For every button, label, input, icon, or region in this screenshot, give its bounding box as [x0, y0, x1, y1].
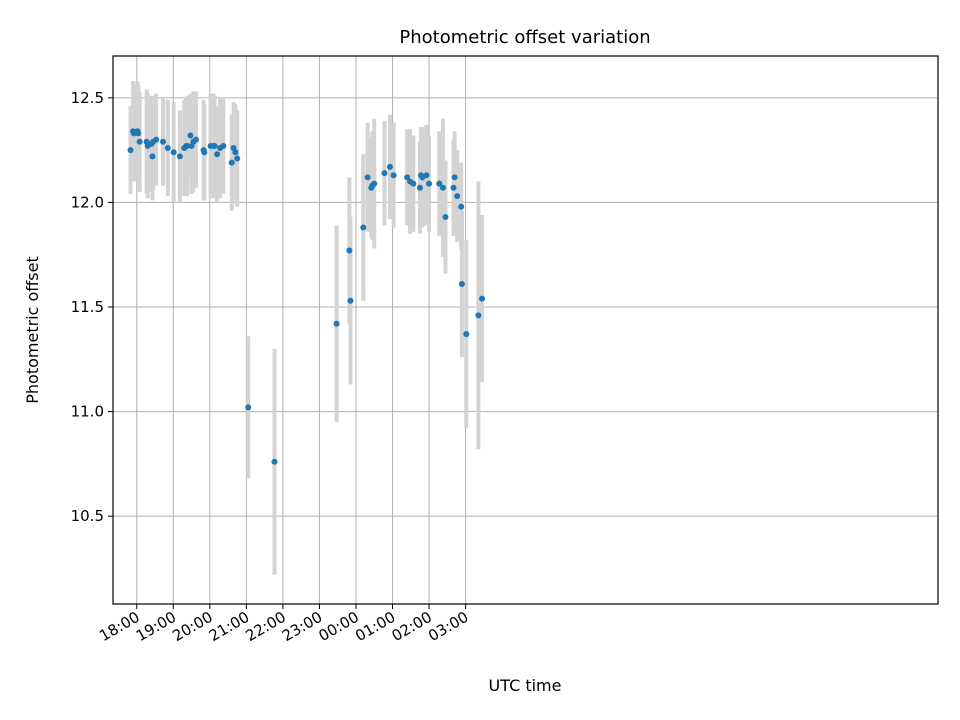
data-point — [454, 193, 461, 200]
x-axis-title: UTC time — [489, 676, 562, 695]
data-point — [201, 149, 208, 156]
data-point — [214, 151, 221, 158]
data-point — [211, 142, 218, 149]
data-point — [187, 132, 194, 139]
data-point — [442, 214, 449, 221]
y-tick-label: 10.5 — [71, 507, 104, 525]
data-point — [232, 149, 239, 156]
data-points — [127, 128, 486, 465]
data-point — [416, 184, 423, 191]
data-point — [346, 247, 353, 254]
data-point — [271, 458, 278, 465]
data-point — [160, 138, 167, 145]
data-point — [404, 174, 411, 181]
chart-title: Photometric offset variation — [399, 27, 650, 48]
y-axis-title: Photometric offset — [23, 256, 42, 404]
data-point — [423, 172, 430, 179]
data-point — [164, 145, 171, 152]
data-point — [475, 312, 482, 319]
data-point — [192, 136, 199, 143]
data-point — [220, 142, 227, 149]
y-tick-label: 11.0 — [71, 403, 104, 421]
data-point — [463, 331, 470, 338]
data-point — [410, 180, 417, 187]
data-point — [153, 136, 160, 143]
y-tick-label: 12.0 — [71, 193, 104, 211]
data-point — [333, 320, 340, 327]
data-point — [371, 180, 378, 187]
data-point — [245, 404, 252, 411]
data-point — [436, 180, 443, 187]
y-tick-label: 11.5 — [71, 298, 104, 316]
data-point — [458, 280, 465, 287]
data-point — [347, 297, 354, 304]
data-point — [364, 174, 371, 181]
data-point — [136, 138, 143, 145]
data-point — [135, 130, 142, 137]
data-point — [450, 184, 457, 191]
data-point — [439, 184, 446, 191]
y-axis: 10.5 11.0 11.5 12.0 12.5 — [71, 89, 113, 525]
data-point — [360, 224, 367, 231]
data-point — [381, 170, 388, 177]
data-point — [149, 153, 156, 160]
y-tick-label: 12.5 — [71, 89, 104, 107]
data-point — [127, 147, 134, 154]
data-point — [426, 180, 433, 187]
data-point — [184, 142, 191, 149]
data-point — [390, 172, 397, 179]
data-point — [234, 155, 241, 162]
data-point — [176, 153, 183, 160]
data-point — [228, 159, 235, 166]
plot-frame — [112, 55, 939, 605]
data-point — [386, 163, 393, 170]
data-point — [451, 174, 458, 181]
data-point — [479, 295, 486, 302]
data-point — [458, 203, 465, 210]
data-point — [170, 149, 177, 156]
